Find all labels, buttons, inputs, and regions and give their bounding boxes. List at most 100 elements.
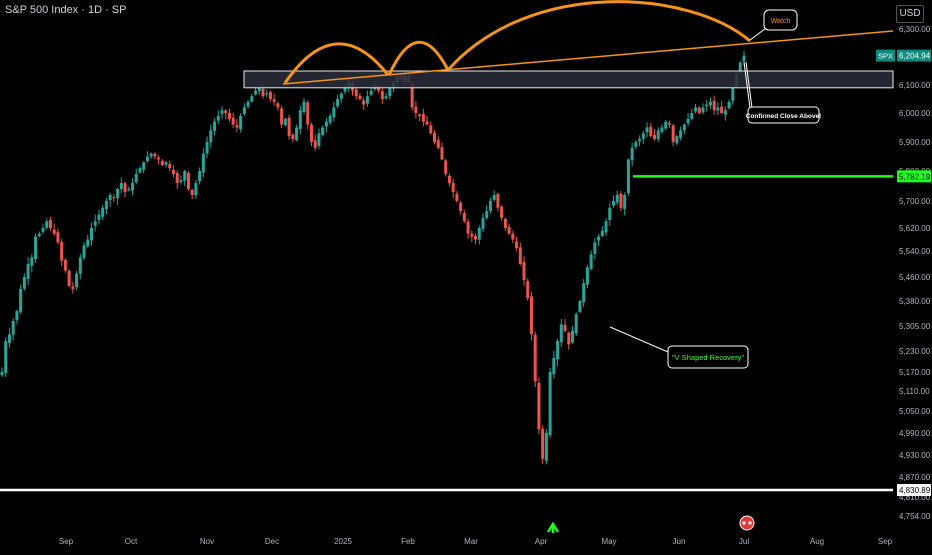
ticker-label: SPX bbox=[878, 52, 893, 61]
candle-body bbox=[537, 382, 541, 430]
support-price-label: 5,782.19 bbox=[899, 172, 931, 181]
price-tick-label: 5,050.00 bbox=[899, 407, 931, 416]
candle-body bbox=[593, 242, 597, 254]
candle-body bbox=[611, 201, 615, 206]
time-label: Oct bbox=[125, 537, 138, 546]
candle-body bbox=[45, 221, 49, 228]
candle-body bbox=[41, 228, 45, 232]
candle-body bbox=[298, 110, 302, 130]
time-label: 2025 bbox=[334, 537, 352, 546]
bottom-price-tag bbox=[897, 484, 931, 497]
candle-body bbox=[556, 341, 560, 360]
candle-body bbox=[589, 254, 593, 270]
candle-body bbox=[71, 286, 75, 289]
candle-body bbox=[295, 127, 299, 141]
candle-body bbox=[712, 100, 716, 111]
candle-body bbox=[89, 228, 93, 241]
price-tick-label: 5,230.00 bbox=[899, 347, 931, 356]
candle-body bbox=[216, 115, 220, 121]
candle-body bbox=[138, 168, 142, 173]
price-tick-label: 5,900.00 bbox=[899, 138, 931, 147]
candle-body bbox=[332, 107, 336, 118]
candle-body bbox=[682, 124, 686, 131]
candle-body bbox=[186, 172, 190, 189]
candle-body bbox=[533, 334, 537, 382]
candle-body bbox=[526, 281, 530, 298]
candle-body bbox=[127, 189, 131, 191]
price-tick-label: 4,930.00 bbox=[899, 451, 931, 460]
candle-body bbox=[97, 214, 101, 221]
price-tick-label: 4,990.00 bbox=[899, 429, 931, 438]
candle-body bbox=[470, 233, 474, 237]
candle-body bbox=[145, 156, 149, 161]
event-marker-dot bbox=[742, 521, 746, 525]
price-tick-label: 4,810.00 bbox=[899, 493, 931, 502]
candle-body bbox=[268, 92, 272, 99]
candle-body bbox=[302, 101, 306, 113]
candle-body bbox=[447, 175, 451, 183]
candle-body bbox=[123, 183, 127, 192]
price-tick-label: 5,305.00 bbox=[899, 322, 931, 331]
event-marker-icon bbox=[739, 515, 755, 531]
candle-body bbox=[265, 93, 269, 95]
candle-body bbox=[686, 118, 690, 124]
candle-body bbox=[600, 230, 604, 236]
candle-body bbox=[608, 207, 612, 221]
price-tick-label: 6,300.00 bbox=[899, 25, 931, 34]
time-label: Jun bbox=[673, 537, 686, 546]
candle-body bbox=[515, 241, 519, 249]
price-tick-label: 4,754.00 bbox=[899, 512, 931, 521]
candle-body bbox=[306, 102, 310, 125]
candle-body bbox=[477, 228, 481, 240]
candle-body bbox=[653, 135, 657, 140]
candle-body bbox=[60, 241, 64, 261]
candle-body bbox=[723, 110, 727, 115]
price-tick-label: 6,000.00 bbox=[899, 109, 931, 118]
candle-body bbox=[343, 87, 347, 92]
candle-body bbox=[377, 86, 381, 91]
candle-body bbox=[742, 55, 746, 62]
candle-body bbox=[365, 96, 369, 104]
candle-body bbox=[179, 180, 183, 183]
bottom-price-label: 4,830.89 bbox=[899, 486, 931, 495]
candle-body bbox=[82, 245, 86, 258]
ticker-tag bbox=[876, 49, 895, 62]
candle-body bbox=[567, 332, 571, 345]
candle-body bbox=[0, 372, 4, 376]
candle-body bbox=[418, 114, 422, 116]
candle-body bbox=[585, 267, 589, 285]
last-price-tag bbox=[897, 49, 931, 62]
candle-body bbox=[287, 117, 291, 137]
candle-body bbox=[503, 218, 507, 228]
last-price-label: 6,204.94 bbox=[899, 52, 931, 61]
candle-body bbox=[183, 171, 187, 181]
time-label: Apr bbox=[535, 537, 548, 546]
candle-body bbox=[369, 90, 373, 95]
candle-body bbox=[242, 107, 246, 114]
candle-body bbox=[634, 142, 638, 147]
candle-body bbox=[34, 236, 38, 259]
candle-body bbox=[462, 212, 466, 222]
candle-body bbox=[436, 140, 440, 148]
candle-body bbox=[22, 277, 26, 289]
price-tick-label: 5,620.00 bbox=[899, 224, 931, 233]
candle-body bbox=[705, 104, 709, 107]
candle-body bbox=[205, 142, 209, 154]
candle-body bbox=[626, 159, 630, 194]
candle-body bbox=[108, 195, 112, 201]
candle-body bbox=[578, 301, 582, 313]
candle-body bbox=[283, 118, 287, 126]
candle-body bbox=[466, 221, 470, 234]
candle-body bbox=[492, 195, 496, 200]
arc-1 bbox=[283, 42, 390, 84]
candle-body bbox=[623, 195, 627, 209]
candle-body bbox=[291, 134, 295, 140]
candle-body bbox=[56, 232, 60, 243]
candle-body bbox=[660, 127, 664, 132]
candle-body bbox=[63, 260, 67, 271]
candle-body bbox=[190, 189, 194, 195]
currency-button[interactable]: USD bbox=[896, 5, 924, 23]
candle-body bbox=[272, 99, 276, 102]
